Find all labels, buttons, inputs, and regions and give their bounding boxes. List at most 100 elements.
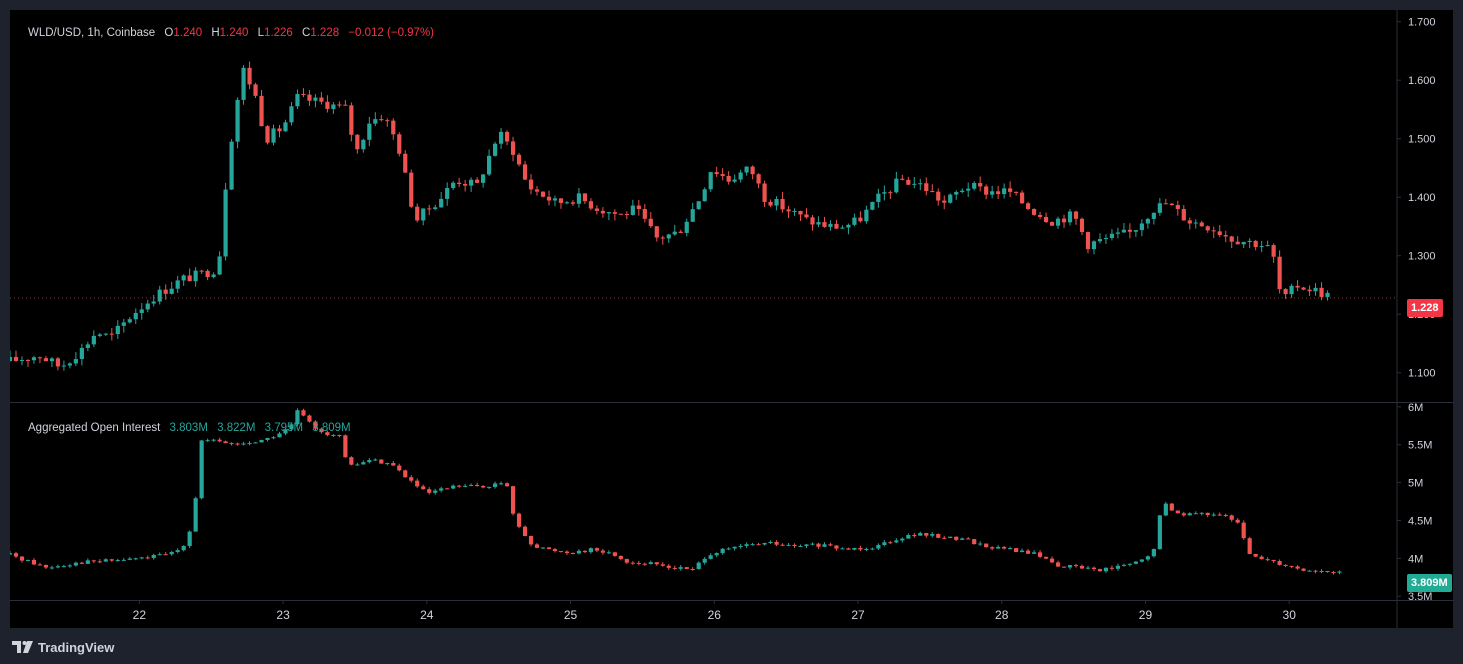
symbol-legend[interactable]: WLD/USD, 1h, Coinbase O1.240 H1.240 L1.2…: [28, 27, 434, 39]
candle-body: [858, 218, 862, 222]
candle-body: [757, 174, 761, 183]
symbol-title[interactable]: WLD/USD, 1h, Coinbase: [28, 27, 155, 39]
candle-body: [1146, 556, 1150, 559]
candle-body: [1176, 511, 1180, 514]
candle-body: [733, 547, 737, 549]
candle-body: [74, 359, 78, 363]
candle-body: [1206, 513, 1210, 515]
candle-body: [481, 174, 485, 182]
candle-body: [1307, 290, 1311, 292]
candle-body: [62, 566, 66, 567]
candle-body: [229, 443, 233, 444]
candle-body: [739, 546, 743, 547]
candle-body: [541, 192, 545, 197]
last-price-tag: 1.228: [1407, 299, 1443, 317]
candle-body: [373, 460, 377, 461]
candle-body: [134, 558, 138, 559]
indicator-low: 3.795M: [265, 422, 303, 434]
candle-body: [188, 532, 192, 546]
candle-body: [960, 538, 964, 539]
candle-body: [253, 442, 257, 443]
indicator-close: 3.809M: [312, 422, 350, 434]
indicator-legend[interactable]: Aggregated Open Interest 3.803M 3.822M 3…: [28, 422, 351, 434]
candle-body: [200, 440, 204, 498]
candle-body: [655, 226, 659, 237]
candle-body: [146, 557, 150, 558]
x-tick-label: 28: [995, 608, 1009, 622]
candle-body: [1020, 551, 1024, 552]
x-tick-label: 30: [1283, 608, 1297, 622]
candle-body: [128, 319, 132, 322]
candle-body: [1128, 230, 1132, 232]
candle-body: [1128, 564, 1132, 565]
candle-body: [786, 209, 790, 211]
x-tick-label: 22: [133, 608, 147, 622]
candle-body: [751, 544, 755, 545]
candle-body: [924, 183, 928, 191]
candle-body: [589, 548, 593, 552]
candle-body: [673, 568, 677, 569]
candle-body: [331, 435, 335, 436]
candle-body: [637, 563, 641, 564]
candle-body: [361, 462, 365, 464]
candle-body: [930, 191, 934, 192]
tradingview-brand[interactable]: TradingView: [12, 638, 114, 656]
candle-body: [1092, 241, 1096, 249]
candle-body: [601, 211, 605, 214]
candle-body: [218, 440, 222, 442]
candle-body: [739, 172, 743, 179]
candle-body: [876, 545, 880, 549]
candle-body: [816, 222, 820, 224]
candle-body: [271, 128, 275, 142]
candle-body: [631, 563, 635, 564]
candle-body: [1295, 566, 1299, 568]
candle-body: [493, 144, 497, 156]
candle-body: [1164, 203, 1168, 204]
candle-body: [301, 94, 305, 95]
x-tick-label: 25: [564, 608, 578, 622]
chart-canvas[interactable]: 1.1001.2001.3001.4001.5001.6001.7003.5M4…: [10, 10, 1453, 628]
candle-body: [1290, 566, 1294, 567]
candle-body: [104, 559, 108, 561]
candle-body: [709, 555, 713, 559]
candle-body: [337, 435, 341, 436]
oi-tick-label: 5.5M: [1408, 440, 1432, 452]
candle-body: [92, 336, 96, 345]
candle-body: [1194, 223, 1198, 224]
candle-body: [870, 202, 874, 210]
candle-body: [1086, 568, 1090, 569]
indicator-title[interactable]: Aggregated Open Interest: [28, 422, 160, 434]
candle-body: [792, 545, 796, 546]
candle-body: [385, 120, 389, 121]
candle-body: [595, 209, 599, 211]
candle-body: [116, 326, 120, 334]
candle-body: [98, 561, 102, 562]
candle-body: [517, 514, 521, 527]
candle-body: [1116, 232, 1120, 233]
candle-body: [936, 192, 940, 201]
candle-body: [283, 122, 287, 131]
candle-body: [715, 553, 719, 555]
candle-body: [529, 180, 533, 190]
candle-body: [1236, 242, 1240, 245]
candle-body: [164, 554, 168, 555]
candle-body: [433, 491, 437, 493]
candle-body: [870, 549, 874, 550]
candle-body: [218, 256, 222, 274]
candle-body: [834, 545, 838, 548]
candle-body: [379, 119, 383, 120]
candle-body: [1248, 538, 1252, 554]
candle-body: [631, 206, 635, 215]
candle-body: [349, 105, 353, 134]
candle-body: [367, 124, 371, 140]
candle-body: [1218, 231, 1222, 235]
candle-body: [110, 334, 114, 335]
candle-body: [487, 487, 491, 488]
candle-body: [625, 559, 629, 563]
candle-body: [1176, 205, 1180, 209]
candle-body: [1032, 552, 1036, 553]
candle-body: [80, 348, 84, 359]
candle-body: [134, 313, 138, 319]
candle-body: [14, 553, 18, 556]
oi-tick-label: 5M: [1408, 478, 1423, 490]
